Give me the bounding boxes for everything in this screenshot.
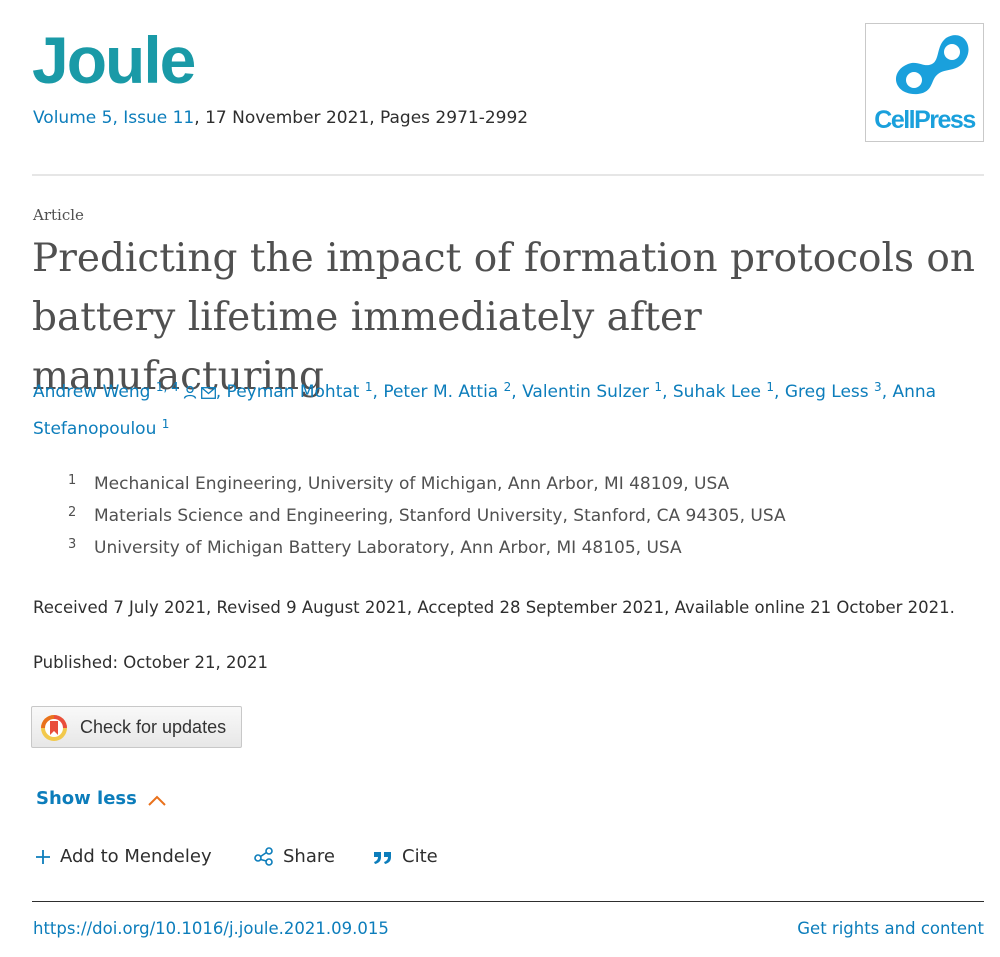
article-title: Predicting the impact of formation proto… <box>32 229 982 406</box>
author-list: Andrew Weng 1, 4, Peyman Mohtat 1, Peter… <box>33 380 937 439</box>
quote-icon <box>374 852 391 864</box>
share-button[interactable]: Share <box>253 846 335 867</box>
author-link[interactable]: Peyman Mohtat 1 <box>226 380 373 402</box>
share-label: Share <box>283 846 335 867</box>
volume-issue-link[interactable]: Volume 5, Issue 11 <box>33 108 195 128</box>
issue-date-pages: , 17 November 2021, Pages 2971-2992 <box>194 108 529 128</box>
affiliation-item: 1 Mechanical Engineering, University of M… <box>68 473 730 494</box>
share-icon <box>254 847 273 866</box>
author-link[interactable]: Valentin Sulzer 1 <box>522 380 663 402</box>
envelope-icon <box>200 387 216 399</box>
plus-icon <box>36 850 50 864</box>
cellpress-logo-text: CellPress <box>874 106 976 134</box>
rights-link[interactable]: Get rights and content <box>797 919 984 938</box>
header-divider <box>32 174 984 176</box>
author-link[interactable]: Greg Less 3 <box>784 380 882 402</box>
cellpress-emblem-icon <box>895 35 969 95</box>
journal-title[interactable]: Joule <box>32 23 196 97</box>
chevron-up-icon <box>148 795 166 806</box>
author-link[interactable]: Andrew Weng 1, 4 <box>33 380 216 402</box>
issue-line: Volume 5, Issue 11, 17 November 2021, Pa… <box>33 108 528 128</box>
author-link[interactable]: Anna Stefanopoulou 1 <box>33 382 937 439</box>
check-for-updates-button[interactable]: Check for updates <box>31 706 242 748</box>
article-type: Article <box>33 206 84 224</box>
show-less-toggle[interactable]: Show less <box>36 788 167 809</box>
cite-label: Cite <box>402 846 438 867</box>
affiliation-list: 1 Mechanical Engineering, University of M… <box>68 466 786 562</box>
show-less-label: Show less <box>36 788 137 809</box>
add-to-mendeley-button[interactable]: Add to Mendeley <box>34 846 212 867</box>
crossmark-icon <box>41 715 67 741</box>
author-link[interactable]: Suhak Lee 1 <box>672 380 775 402</box>
check-for-updates-label: Check for updates <box>80 717 227 737</box>
article-title-line2: battery lifetime immediately after manuf… <box>32 295 702 399</box>
author-link[interactable]: Peter M. Attia 2 <box>383 380 512 402</box>
article-title-line1: Predicting the impact of formation proto… <box>32 236 976 281</box>
add-to-mendeley-label: Add to Mendeley <box>60 846 212 867</box>
affiliation-item: 3 University of Michigan Battery Laborato… <box>68 537 682 558</box>
published-date: Published: October 21, 2021 <box>33 653 268 672</box>
cite-button[interactable]: Cite <box>372 846 438 867</box>
footer-divider <box>32 901 984 902</box>
person-icon <box>183 385 196 399</box>
article-history-dates: Received 7 July 2021, Revised 9 August 2… <box>33 598 955 617</box>
doi-link[interactable]: https://doi.org/10.1016/j.joule.2021.09.… <box>33 919 389 938</box>
affiliation-item: 2 Materials Science and Engineering, Stan… <box>68 505 786 526</box>
cellpress-logo[interactable]: CellPress <box>865 23 984 142</box>
